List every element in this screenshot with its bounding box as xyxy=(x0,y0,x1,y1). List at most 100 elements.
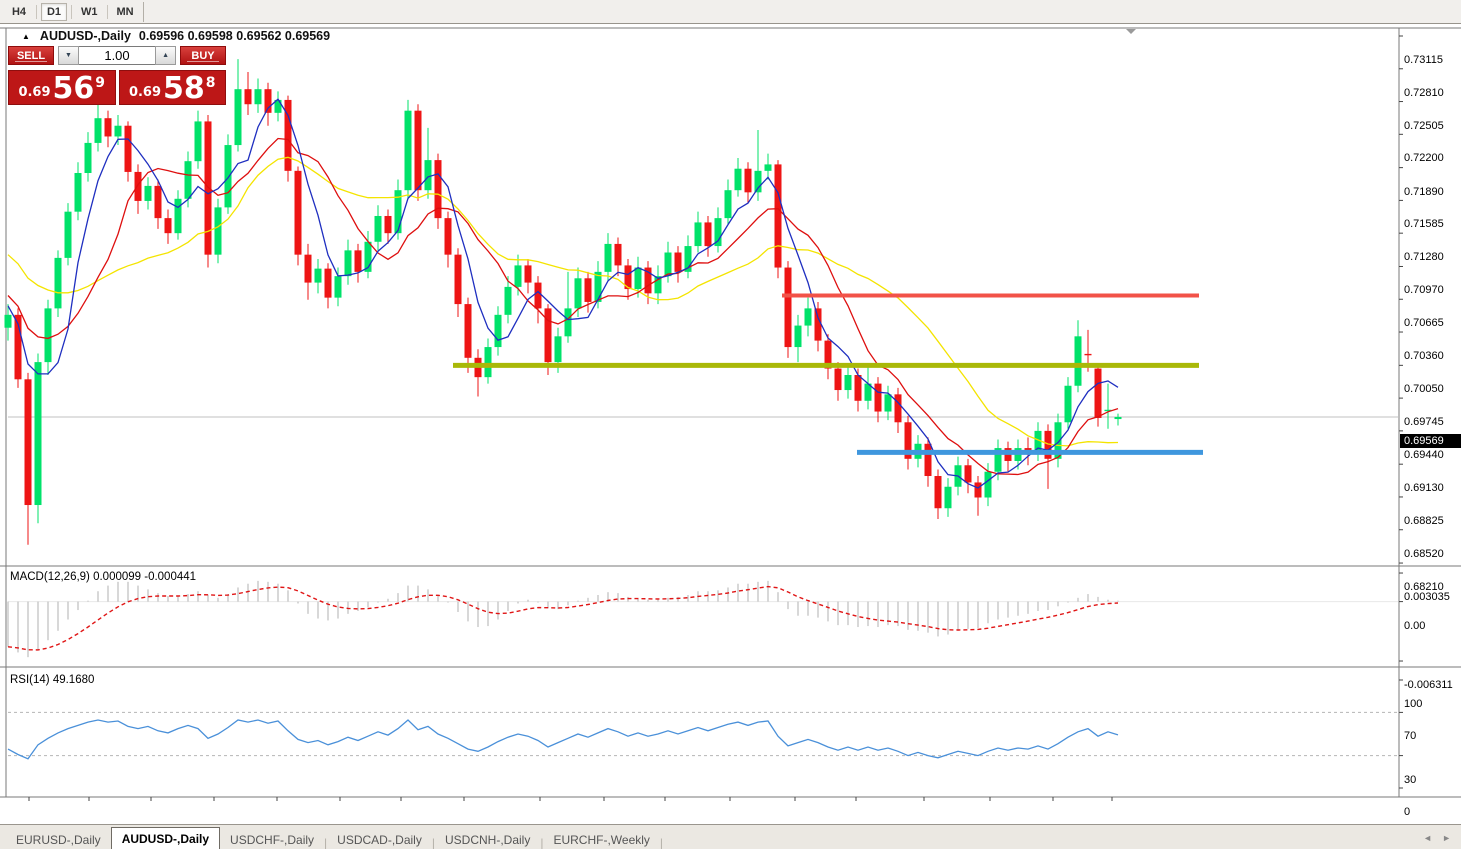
candle-body xyxy=(434,160,442,219)
candle-body xyxy=(864,383,872,401)
rsi-tick-label: 100 xyxy=(1404,698,1423,710)
price-tick-label: 0.71585 xyxy=(1404,218,1444,231)
macd-indicator-label: MACD(12,26,9) 0.000099 -0.000441 xyxy=(10,571,197,583)
price-tick-label: 0.69130 xyxy=(1404,482,1444,495)
candle-body xyxy=(24,379,32,506)
rsi-line xyxy=(7,719,1119,760)
macd-tick-label: 0.00 xyxy=(1404,619,1426,632)
candle-body xyxy=(924,443,932,477)
candle-body xyxy=(264,89,272,113)
candle-body xyxy=(104,118,112,137)
candle-body xyxy=(844,375,852,391)
chart-shift-marker-icon[interactable] xyxy=(1126,29,1136,34)
candle-body xyxy=(404,110,412,191)
candle-body xyxy=(74,172,82,212)
candle-body xyxy=(574,278,582,309)
price-tick-label: 0.68825 xyxy=(1404,514,1444,527)
candle-body xyxy=(634,267,642,290)
candle-body xyxy=(504,286,512,315)
candle-body xyxy=(444,218,452,255)
candle-body xyxy=(1094,368,1102,418)
candle-body xyxy=(64,211,72,258)
candle-body xyxy=(204,121,212,255)
candle-body xyxy=(724,190,732,219)
chart-tab-usdcad[interactable]: USDCAD-,Daily xyxy=(337,833,422,847)
candle-body xyxy=(464,304,472,358)
candle-body xyxy=(424,160,432,191)
candle-body xyxy=(644,267,652,294)
volume-decrease-button[interactable]: ▼ xyxy=(58,46,79,65)
candle-body xyxy=(704,222,712,247)
candle-body xyxy=(244,89,252,105)
sell-price-main: 56 xyxy=(52,71,95,106)
chart-tab-eurchf[interactable]: EURCHF-,Weekly xyxy=(553,833,650,847)
candle-body xyxy=(1064,385,1072,423)
candle-body xyxy=(294,170,302,255)
chart-tab-eurusd[interactable]: EURUSD-,Daily xyxy=(16,833,101,847)
candle-body xyxy=(524,265,532,283)
candle-body xyxy=(994,448,1002,472)
candle-body xyxy=(254,89,262,105)
price-tick-label: 0.70665 xyxy=(1404,317,1444,330)
candle-body xyxy=(714,218,722,247)
timeframe-button-d1[interactable]: D1 xyxy=(41,2,67,21)
chart-tab-usdcnh[interactable]: USDCNH-,Daily xyxy=(444,833,531,847)
candle-body xyxy=(674,252,682,272)
timeframe-button-mn[interactable]: MN xyxy=(112,3,139,21)
timeframe-button-w1[interactable]: W1 xyxy=(76,3,103,21)
candle-body xyxy=(874,383,882,412)
toolbar-separator xyxy=(36,4,37,19)
macd-tick-label: 0.003035 xyxy=(1404,591,1450,604)
candle-body xyxy=(664,252,672,277)
candle-body xyxy=(134,171,142,201)
chart-client-area: ▲ AUDUSD-,Daily 0.69596 0.69598 0.69562 … xyxy=(0,24,1461,849)
candle-body xyxy=(934,476,942,509)
candle-body xyxy=(394,190,402,234)
chart-plot[interactable] xyxy=(0,24,1461,849)
chart-tab-audusd[interactable]: AUDUSD-,Daily xyxy=(110,827,221,849)
candle-body xyxy=(884,394,892,412)
chart-tab-usdchf[interactable]: USDCHF-,Daily xyxy=(230,833,315,847)
candle-body xyxy=(94,118,102,143)
candle-body xyxy=(684,246,692,272)
tab-scroll-left-icon[interactable]: ◄ xyxy=(1423,832,1433,843)
rsi-tick-label: 0 xyxy=(1404,806,1411,818)
candle-body xyxy=(694,222,702,247)
volume-input[interactable] xyxy=(78,46,156,65)
candle-body xyxy=(754,170,762,193)
price-tick-label: 0.70050 xyxy=(1404,383,1444,396)
candle-body xyxy=(274,99,282,113)
candle-body xyxy=(54,257,62,309)
tab-scroll-right-icon[interactable]: ► xyxy=(1442,832,1451,843)
candle-body xyxy=(894,394,902,423)
sell-button[interactable]: SELL xyxy=(8,46,54,65)
buy-button[interactable]: BUY xyxy=(180,46,226,65)
candle-body xyxy=(34,362,42,506)
price-tick-label: 0.72505 xyxy=(1404,119,1444,132)
candle-body xyxy=(734,168,742,191)
candle-body xyxy=(1114,417,1122,420)
candle-body xyxy=(364,241,372,272)
candle-body xyxy=(194,121,202,162)
candle-body xyxy=(654,276,662,294)
buy-price-box[interactable]: 0.69 58 8 xyxy=(118,70,226,105)
one-click-collapse-icon[interactable]: ▲ xyxy=(22,31,30,41)
candle-body xyxy=(494,314,502,348)
candle-body xyxy=(314,268,322,283)
candle-body xyxy=(174,198,182,234)
candle-body xyxy=(484,347,492,378)
price-tick-label: 0.69440 xyxy=(1404,448,1444,461)
candle-body xyxy=(584,278,592,302)
sell-price-box[interactable]: 0.69 56 9 xyxy=(8,70,116,105)
toolbar-separator xyxy=(71,4,72,19)
timeframe-button-h4[interactable]: H4 xyxy=(6,3,32,21)
candle-body xyxy=(284,99,292,171)
candle-body xyxy=(334,276,342,298)
candle-body xyxy=(234,89,242,146)
candle-body xyxy=(904,422,912,459)
candle-body xyxy=(114,125,122,137)
candle-body xyxy=(944,486,952,509)
price-tick-label: 0.73115 xyxy=(1404,54,1443,66)
volume-increase-button[interactable]: ▲ xyxy=(155,46,176,65)
